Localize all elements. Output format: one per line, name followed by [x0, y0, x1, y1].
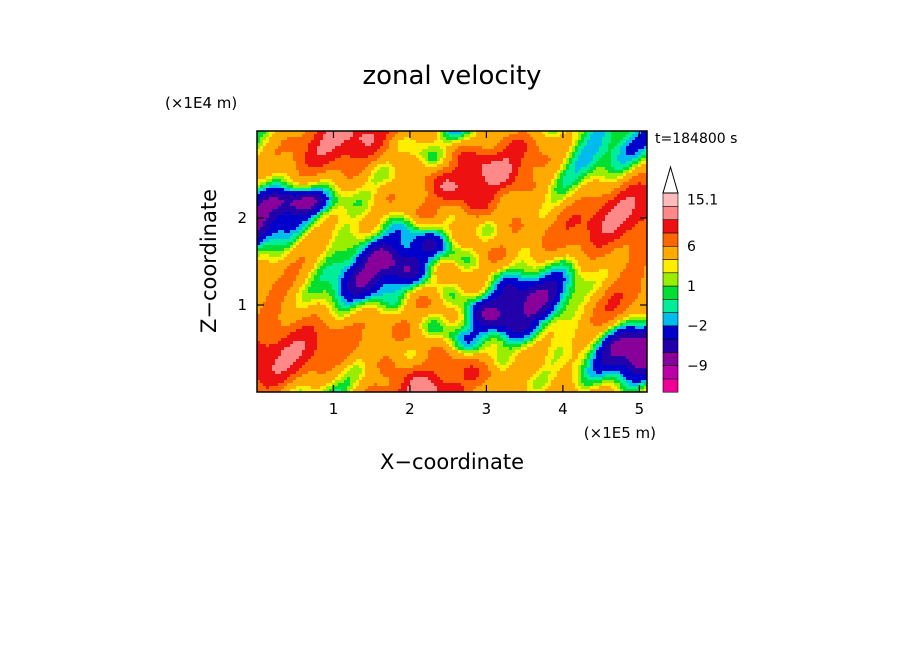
- y-tick-label: 2: [237, 209, 247, 227]
- colorbar-segment: [663, 193, 678, 206]
- colorbar-segment: [663, 273, 678, 286]
- colorbar-segment: [663, 299, 678, 312]
- colorbar-segment: [663, 286, 678, 299]
- x-scale-label: (×1E5 m): [584, 424, 656, 442]
- colorbar-tick-label: −2: [687, 319, 708, 335]
- colorbar-tick-label: −9: [687, 358, 708, 374]
- colorbar-segment: [663, 206, 678, 219]
- colorbar-tick-label: 1: [687, 279, 696, 295]
- x-axis-label: X−coordinate: [380, 450, 524, 474]
- colorbar-segment: [663, 339, 678, 352]
- colorbar-segment: [663, 326, 678, 339]
- colorbar-segment: [663, 365, 678, 378]
- chart-title: zonal velocity: [362, 61, 541, 91]
- colorbar-segment: [663, 379, 678, 392]
- y-axis-label: Z−coordinate: [197, 189, 221, 333]
- colorbar-segment: [663, 220, 678, 233]
- x-tick-label: 3: [482, 400, 492, 418]
- heatmap-field: [257, 131, 647, 392]
- colorbar-tick-label: 6: [687, 239, 696, 255]
- colorbar-segment: [663, 312, 678, 325]
- x-tick-label: 1: [329, 400, 339, 418]
- time-label: t=184800 s: [655, 131, 737, 147]
- y-scale-label: (×1E4 m): [165, 94, 237, 112]
- colorbar: 15.1 6 1 −2 −9: [663, 167, 718, 392]
- colorbar-segment: [663, 259, 678, 272]
- colorbar-segment: [663, 352, 678, 365]
- x-tick-label: 4: [558, 400, 568, 418]
- colorbar-segment: [663, 246, 678, 259]
- colorbar-segment: [663, 233, 678, 246]
- colorbar-extend-arrow: [663, 167, 678, 193]
- x-tick-label: 2: [405, 400, 415, 418]
- colorbar-tick-label: 15.1: [687, 193, 718, 209]
- y-tick-label: 1: [237, 296, 247, 314]
- x-tick-label: 5: [635, 400, 645, 418]
